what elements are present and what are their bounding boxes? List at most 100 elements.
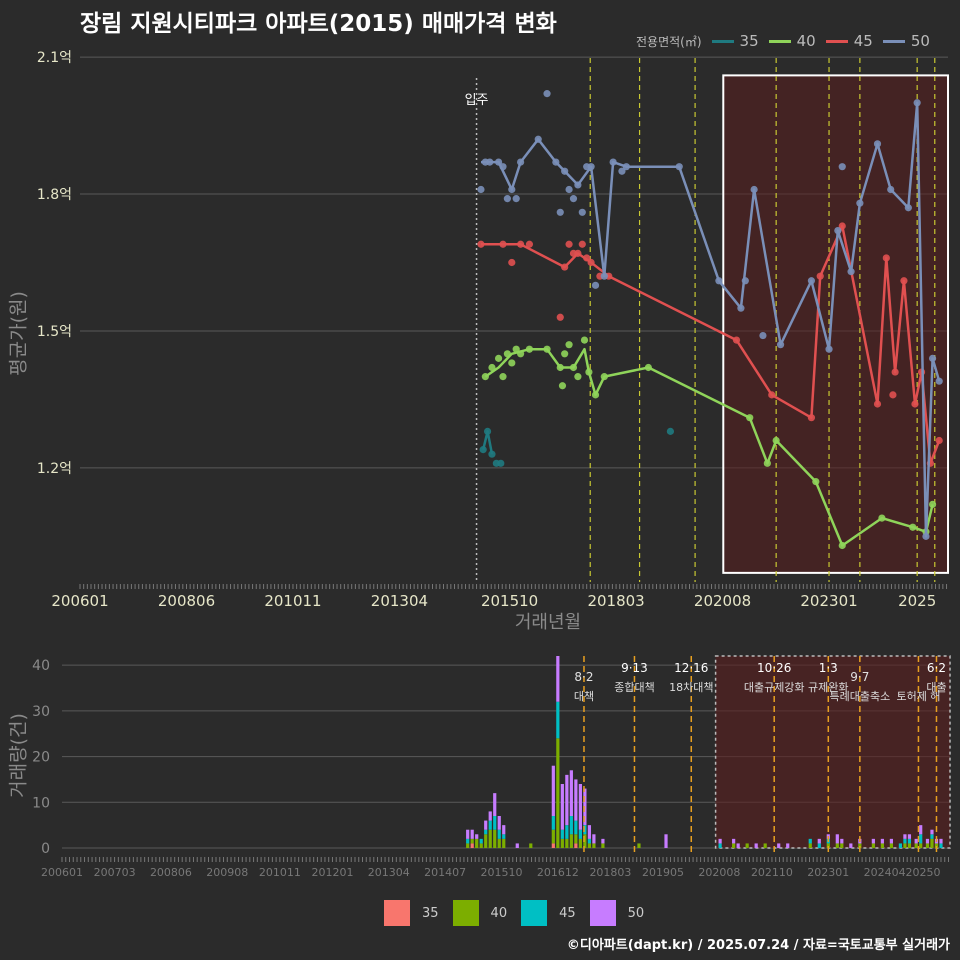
- volume-bar-18-2: [583, 825, 587, 835]
- price-movein-label: 입주: [465, 93, 489, 108]
- price-highlight-region: [722, 74, 950, 574]
- price-point-50-7: [512, 195, 520, 203]
- volume-event-name-0: 대책: [574, 690, 594, 703]
- price-x-tick-0: 200601: [51, 592, 108, 610]
- price-point-40-23: [772, 436, 780, 445]
- price-point-40-4: [503, 350, 511, 358]
- volume-event-name-3: 대출규제강화: [744, 681, 805, 694]
- price-point-50-24: [622, 163, 630, 171]
- price-point-40-10: [556, 363, 564, 372]
- legend-top-label-35: 35: [739, 32, 759, 50]
- chart-title: 장림 지원시티파크 아파트(2015) 매매가격 변화: [80, 11, 557, 37]
- volume-bar-14-3: [565, 774, 569, 826]
- volume-bar-14-1: [565, 838, 569, 848]
- price-point-40-29: [928, 500, 937, 509]
- volume-bar-41-1: [889, 843, 894, 848]
- price-point-50-11: [552, 158, 560, 166]
- volume-bar-17-2: [578, 829, 582, 839]
- price-point-50-20: [591, 281, 600, 289]
- price-point-50-44: [935, 377, 943, 385]
- volume-bar-21-3: [601, 838, 605, 844]
- volume-event-date-5: 9·7: [850, 670, 869, 684]
- legend-top-line-35: [711, 39, 734, 43]
- volume-bar-25-3: [732, 838, 736, 844]
- volume-bar-38-1: [858, 843, 862, 848]
- volume-bar-45-1: [914, 843, 918, 848]
- volume-event-name-4: 규제완화: [808, 681, 848, 694]
- volume-bar-20-1: [592, 843, 596, 848]
- legend-bottom-item-50: 50: [589, 900, 644, 926]
- volume-bar-48-1: [930, 838, 934, 848]
- volume-y-tick-4: 40: [32, 658, 50, 674]
- volume-bar-39-1: [871, 843, 875, 848]
- volume-bar-5-1: [488, 829, 492, 848]
- price-point-50-33: [825, 345, 833, 353]
- price-point-40-25: [838, 541, 846, 550]
- legend-top-item-50: 50: [882, 32, 930, 50]
- price-point-40-17: [585, 368, 593, 376]
- volume-bar-0-3: [466, 829, 470, 839]
- price-point-40-11: [558, 382, 567, 390]
- price-point-50-5: [503, 195, 511, 203]
- volume-bar-18-1: [583, 834, 587, 848]
- volume-bar-32-2: [808, 838, 812, 844]
- price-point-40-7: [517, 350, 525, 358]
- price-point-40-12: [561, 350, 569, 358]
- price-point-45-21: [882, 254, 890, 262]
- price-point-50-29: [750, 185, 758, 194]
- volume-bar-44-1: [907, 843, 912, 848]
- legend-bottom-swatch-40: [452, 900, 479, 926]
- price-point-50-41: [913, 99, 921, 107]
- volume-bar-24-2: [718, 843, 722, 848]
- price-point-45-5: [556, 313, 564, 321]
- volume-bar-23-3: [664, 834, 668, 848]
- price-point-45-6: [561, 263, 569, 271]
- price-point-40-27: [909, 523, 917, 531]
- volume-bar-17-3: [578, 784, 582, 830]
- volume-event-date-7: 6·2: [927, 661, 946, 675]
- volume-bar-49-1: [934, 843, 939, 848]
- price-x-tick-8: 2025: [898, 592, 936, 610]
- volume-bar-3-1: [479, 843, 483, 848]
- volume-bar-11-1: [551, 829, 555, 844]
- volume-bar-20-3: [592, 834, 596, 844]
- price-point-50-30: [759, 331, 767, 340]
- price-point-50-43: [928, 354, 937, 362]
- volume-x-tick-3: 200908: [206, 866, 248, 879]
- price-point-50-31: [776, 341, 785, 349]
- price-point-40-16: [580, 336, 589, 344]
- volume-bar-25-1: [732, 843, 736, 848]
- price-point-45-28: [935, 436, 943, 445]
- volume-bar-19-1: [587, 843, 591, 848]
- volume-bar-48-2: [930, 834, 934, 839]
- price-point-50-6: [508, 185, 516, 194]
- volume-bar-21-1: [601, 843, 605, 848]
- volume-bar-35-1: [835, 843, 839, 848]
- price-point-50-27: [737, 304, 745, 312]
- price-point-45-22: [891, 368, 899, 376]
- price-point-50-35: [838, 163, 846, 171]
- legend-bottom-label-40: 40: [490, 905, 508, 921]
- price-x-tick-4: 201510: [481, 592, 538, 610]
- volume-bar-11-3: [551, 765, 555, 816]
- price-point-40-21: [746, 414, 754, 422]
- volume-bar-16-0: [574, 843, 578, 848]
- price-y-tick-1: 1.5억: [37, 324, 72, 340]
- volume-bar-0-1: [466, 843, 470, 848]
- price-point-45-1: [499, 240, 507, 248]
- volume-event-name-1: 종합대책: [614, 681, 654, 694]
- volume-bar-41-3: [889, 838, 894, 844]
- volume-bar-15-2: [569, 816, 573, 835]
- volume-bar-7-1: [497, 838, 501, 848]
- volume-bar-47-1: [925, 843, 930, 848]
- volume-bar-6-2: [493, 816, 497, 830]
- area-legend-top: 전용면적(㎡) 35 40 45 50: [636, 30, 934, 52]
- volume-bar-19-2: [587, 838, 591, 844]
- volume-bar-5-3: [488, 811, 492, 821]
- volume-x-tick-9: 201612: [537, 866, 579, 879]
- price-point-45-2: [508, 258, 516, 267]
- volume-x-tick-7: 201407: [424, 866, 466, 879]
- volume-bar-16-3: [574, 779, 578, 821]
- price-x-tick-2: 201011: [264, 592, 321, 610]
- volume-bar-8-2: [502, 834, 506, 839]
